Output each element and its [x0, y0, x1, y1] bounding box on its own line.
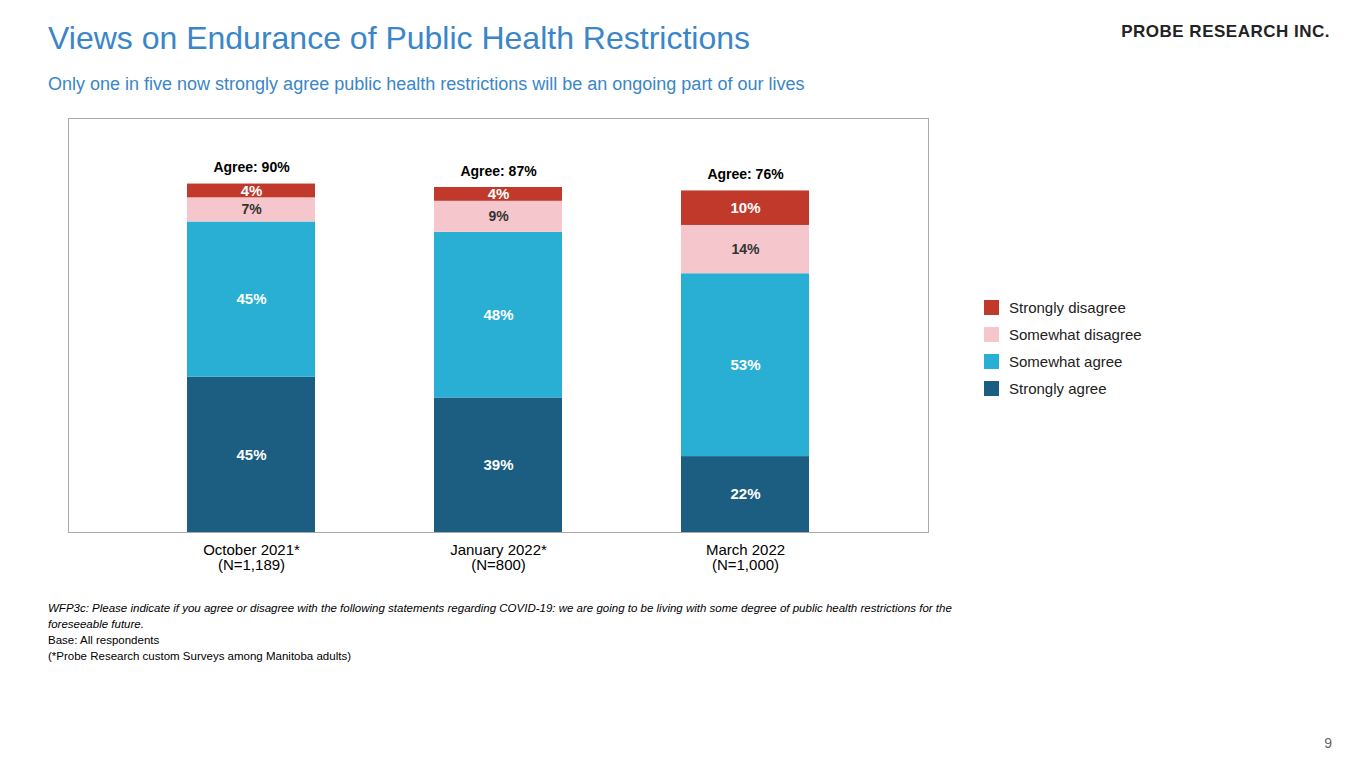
- html-text:(*Probe Research custom Survey: (*Probe Research custom Surveys among Ma…: [48, 650, 351, 662]
- html-text:PROBE RESEARCH INC.: PROBE RESEARCH INC.: [1121, 22, 1330, 41]
- html-text:Somewhat disagree: Somewhat disagree: [1009, 326, 1142, 343]
- svg-text:45%: 45%: [236, 290, 266, 307]
- svg-text:Agree: 76%: Agree: 76%: [707, 166, 784, 182]
- svg-text:4%: 4%: [488, 185, 510, 202]
- html-text:WFP3c: Please indicate if you: WFP3c: Please indicate if you agree or d…: [48, 602, 952, 614]
- svg-text:14%: 14%: [731, 241, 760, 257]
- svg-text:7%: 7%: [241, 201, 262, 217]
- html-text:Base: All respondents: Base: All respondents: [48, 634, 160, 646]
- svg-text:4%: 4%: [241, 182, 263, 199]
- html-text:Strongly agree: Strongly agree: [1009, 380, 1107, 397]
- html-text:Views on Endurance of Public H: Views on Endurance of Public Health Rest…: [48, 20, 750, 56]
- svg-text:Agree: 87%: Agree: 87%: [460, 163, 537, 179]
- svg-text:39%: 39%: [483, 456, 513, 473]
- html-text:Somewhat agree: Somewhat agree: [1009, 353, 1123, 370]
- svg-text:45%: 45%: [236, 446, 266, 463]
- svg-text:53%: 53%: [730, 356, 760, 373]
- svg-text:9%: 9%: [488, 208, 509, 224]
- html-text:foreseeable future.: foreseeable future.: [48, 618, 144, 630]
- svg-text:22%: 22%: [730, 485, 760, 502]
- svg-text:January 2022*(N=800): January 2022*(N=800): [450, 541, 547, 573]
- svg-text:October 2021*(N=1,189): October 2021*(N=1,189): [203, 541, 300, 573]
- html-text:Only one in five now strongly: Only one in five now strongly agree publ…: [48, 74, 805, 94]
- html-text:9: 9: [1324, 735, 1332, 751]
- svg-text:10%: 10%: [730, 199, 760, 216]
- svg-text:Agree: 90%: Agree: 90%: [213, 159, 290, 175]
- svg-text:March 2022(N=1,000): March 2022(N=1,000): [706, 541, 785, 573]
- html-text:Strongly disagree: Strongly disagree: [1009, 299, 1126, 316]
- svg-text:48%: 48%: [483, 306, 513, 323]
